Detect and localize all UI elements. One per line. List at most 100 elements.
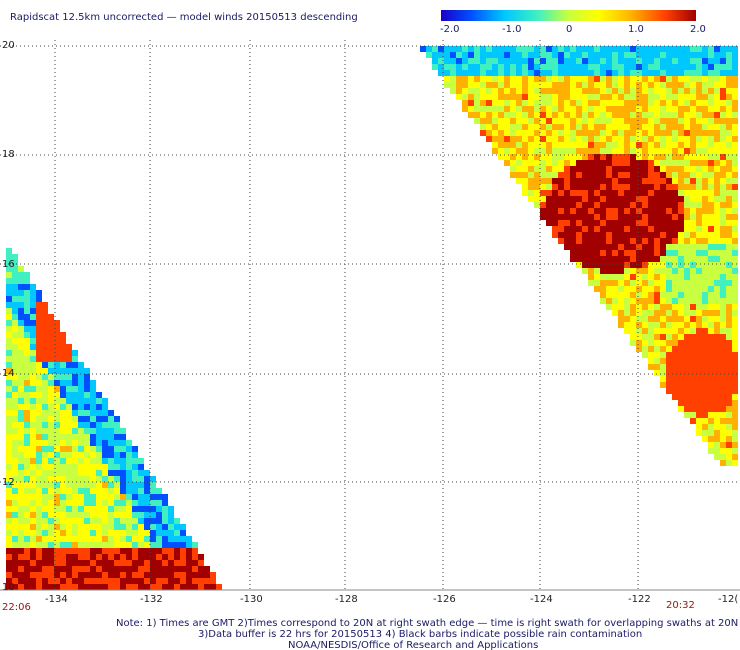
data-pixel [684, 256, 690, 262]
data-pixel [672, 316, 678, 322]
data-pixel [582, 214, 588, 220]
data-pixel [648, 274, 654, 280]
data-pixel [30, 584, 36, 590]
data-pixel [732, 196, 738, 202]
data-pixel [696, 388, 702, 394]
data-pixel [504, 64, 510, 70]
data-pixel [678, 370, 684, 376]
data-pixel [36, 584, 42, 590]
data-pixel [630, 52, 636, 58]
data-pixel [660, 328, 666, 334]
data-pixel [678, 340, 684, 346]
data-pixel [714, 190, 720, 196]
data-pixel [90, 416, 96, 422]
data-pixel [6, 254, 12, 260]
data-pixel [192, 584, 198, 590]
data-pixel [624, 190, 630, 196]
data-pixel [714, 334, 720, 340]
data-pixel [696, 148, 702, 154]
data-pixel [36, 338, 42, 344]
data-pixel [732, 190, 738, 196]
data-pixel [714, 430, 720, 436]
data-pixel [600, 148, 606, 154]
data-pixel [684, 124, 690, 130]
data-pixel [684, 274, 690, 280]
data-pixel [108, 560, 114, 566]
data-pixel [606, 190, 612, 196]
data-pixel [624, 220, 630, 226]
data-pixel [150, 584, 156, 590]
data-pixel [702, 172, 708, 178]
data-pixel [702, 370, 708, 376]
data-pixel [714, 58, 720, 64]
data-pixel [78, 584, 84, 590]
data-pixel [684, 196, 690, 202]
data-pixel [642, 172, 648, 178]
data-pixel [618, 106, 624, 112]
lon-label: -132 [140, 594, 163, 605]
data-pixel [726, 364, 732, 370]
data-pixel [636, 160, 642, 166]
data-pixel [684, 370, 690, 376]
data-pixel [492, 52, 498, 58]
data-pixel [666, 154, 672, 160]
data-pixel [666, 238, 672, 244]
data-pixel [582, 178, 588, 184]
data-pixel [18, 536, 24, 542]
data-pixel [588, 64, 594, 70]
data-pixel [492, 142, 498, 148]
data-pixel [6, 332, 12, 338]
data-pixel [720, 370, 726, 376]
lat-label: 20 [2, 40, 15, 51]
data-pixel [42, 422, 48, 428]
data-pixel [660, 376, 666, 382]
data-pixel [678, 238, 684, 244]
data-pixel [720, 232, 726, 238]
data-pixel [474, 88, 480, 94]
data-pixel [18, 566, 24, 572]
data-pixel [60, 464, 66, 470]
data-pixel [690, 154, 696, 160]
data-pixel [18, 452, 24, 458]
data-pixel [624, 208, 630, 214]
data-pixel [492, 148, 498, 154]
data-pixel [588, 100, 594, 106]
data-pixel [84, 548, 90, 554]
data-pixel [540, 52, 546, 58]
data-pixel [678, 346, 684, 352]
data-pixel [594, 58, 600, 64]
data-pixel [624, 112, 630, 118]
data-pixel [24, 566, 30, 572]
data-pixel [12, 386, 18, 392]
data-pixel [30, 428, 36, 434]
data-pixel [534, 166, 540, 172]
data-pixel [678, 286, 684, 292]
data-pixel [552, 94, 558, 100]
data-pixel [102, 446, 108, 452]
data-pixel [6, 428, 12, 434]
data-pixel [636, 190, 642, 196]
data-pixel [138, 578, 144, 584]
data-pixel [30, 440, 36, 446]
data-pixel [726, 64, 732, 70]
data-pixel [696, 268, 702, 274]
data-pixel [660, 190, 666, 196]
data-pixel [132, 542, 138, 548]
data-pixel [546, 58, 552, 64]
data-pixel [462, 64, 468, 70]
data-pixel [174, 578, 180, 584]
data-pixel [732, 454, 738, 460]
data-pixel [546, 142, 552, 148]
data-pixel [72, 464, 78, 470]
data-pixel [90, 428, 96, 434]
data-pixel [690, 358, 696, 364]
data-pixel [606, 184, 612, 190]
data-pixel [492, 88, 498, 94]
data-pixel [18, 584, 24, 590]
data-pixel [672, 250, 678, 256]
data-pixel [720, 154, 726, 160]
data-pixel [78, 476, 84, 482]
data-pixel [564, 244, 570, 250]
data-pixel [582, 256, 588, 262]
data-pixel [438, 70, 444, 76]
